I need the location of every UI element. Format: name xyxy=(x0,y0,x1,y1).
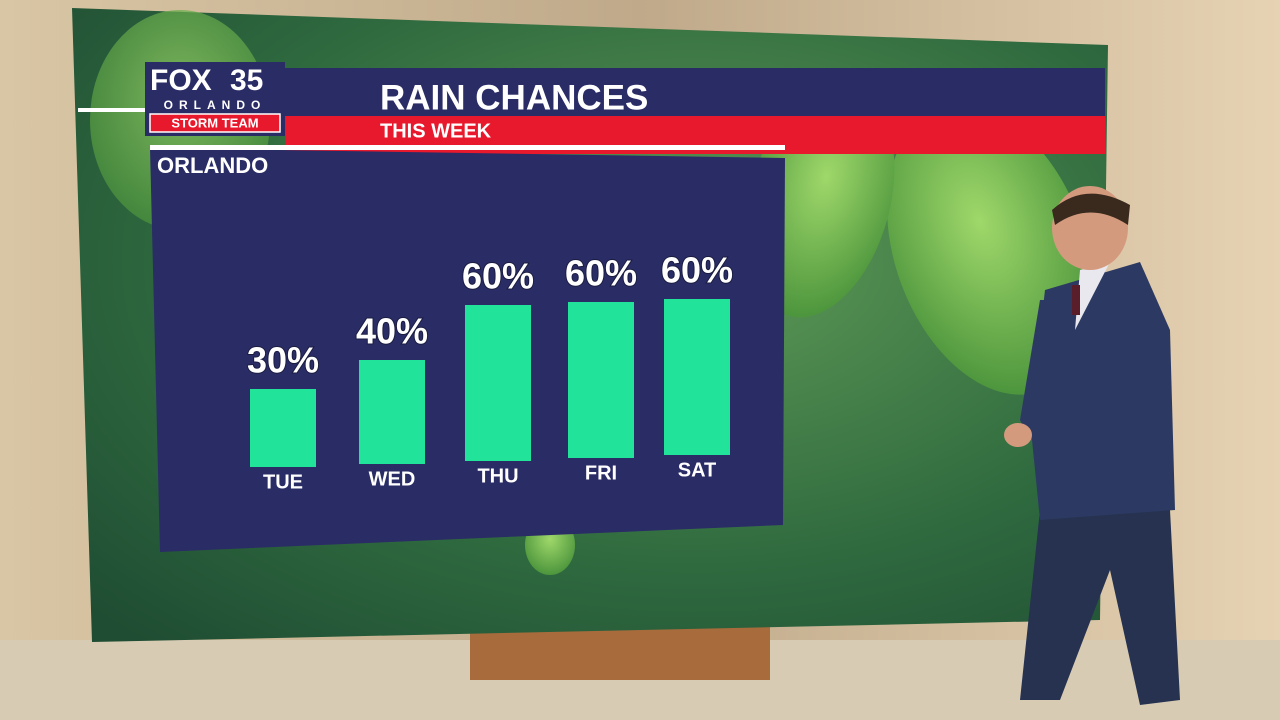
category-label: THU xyxy=(477,465,518,487)
location-label: ORLANDO xyxy=(157,153,268,178)
logo-team-box xyxy=(149,113,281,133)
category-label: WED xyxy=(369,468,416,490)
bar xyxy=(568,302,634,458)
bar xyxy=(250,389,316,467)
category-label: TUE xyxy=(263,471,303,493)
chart-title: RAIN CHANCES xyxy=(380,78,648,117)
chart-subtitle: THIS WEEK xyxy=(380,120,492,142)
value-label: 60% xyxy=(565,253,637,294)
value-label: 60% xyxy=(462,256,534,297)
value-label: 30% xyxy=(247,340,319,381)
header-bar xyxy=(285,68,1105,116)
bar xyxy=(465,305,531,461)
logo-team: STORM TEAM xyxy=(171,115,258,130)
value-label: 60% xyxy=(661,250,733,291)
category-label: SAT xyxy=(678,459,717,481)
bar xyxy=(664,299,730,455)
presenter xyxy=(1004,186,1180,705)
value-label: 40% xyxy=(356,311,428,352)
logo-brand: FOX xyxy=(150,64,212,97)
panel-top-line xyxy=(150,145,785,150)
bar xyxy=(359,360,425,464)
header-line xyxy=(78,108,148,112)
category-label: FRI xyxy=(585,462,617,484)
logo-city: ORLANDO xyxy=(164,98,267,112)
bar-chart: 30% TUE 40% WED 60% THU 60% FRI 60% SAT xyxy=(246,249,734,494)
logo-number: 35 xyxy=(230,64,263,97)
